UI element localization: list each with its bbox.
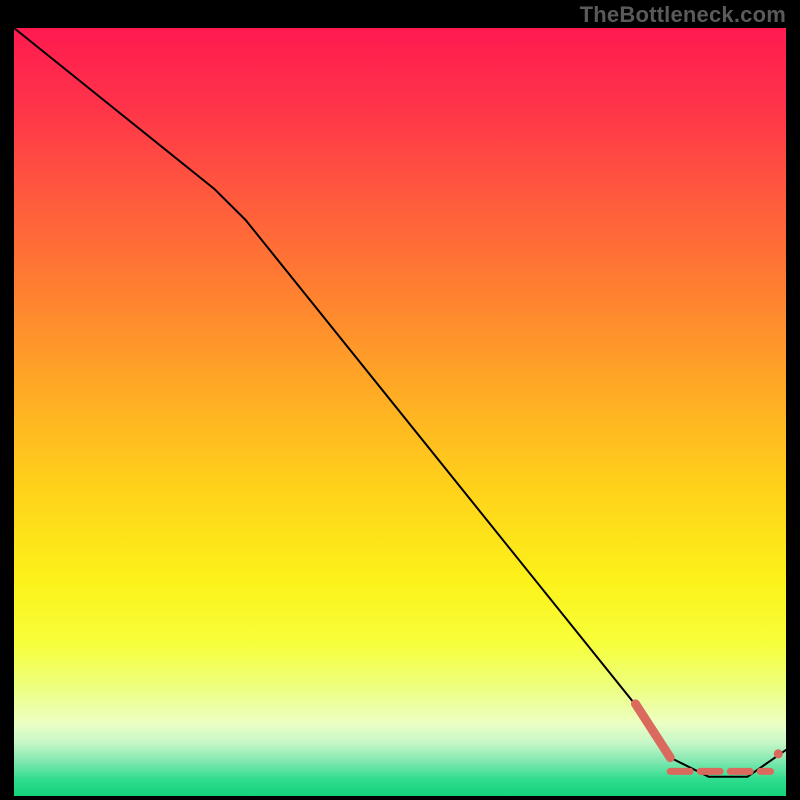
chart-svg: [14, 28, 786, 796]
watermark-text: TheBottleneck.com: [580, 2, 786, 28]
bottleneck-chart: [14, 28, 786, 796]
